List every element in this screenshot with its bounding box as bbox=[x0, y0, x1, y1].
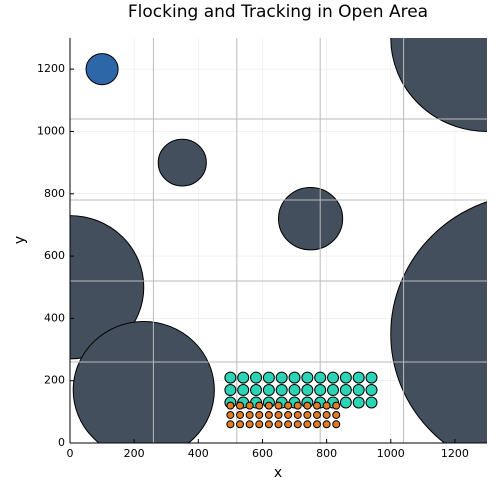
agent bbox=[255, 420, 264, 429]
agent bbox=[322, 410, 331, 419]
agent bbox=[312, 401, 321, 410]
agent bbox=[224, 371, 237, 384]
agent bbox=[303, 420, 312, 429]
agent bbox=[284, 420, 293, 429]
x-tick-label: 1200 bbox=[441, 447, 469, 460]
agent bbox=[322, 420, 331, 429]
agent bbox=[314, 384, 327, 397]
x-tick-label: 400 bbox=[188, 447, 209, 460]
y-tick-label: 0 bbox=[58, 436, 65, 449]
agent bbox=[339, 371, 352, 384]
agent bbox=[332, 410, 341, 419]
obstacle bbox=[85, 53, 119, 86]
agent bbox=[288, 371, 301, 384]
agent bbox=[327, 371, 340, 384]
obstacle bbox=[70, 215, 145, 360]
obstacle bbox=[72, 321, 215, 443]
agent bbox=[245, 401, 254, 410]
agent bbox=[264, 420, 273, 429]
obstacle bbox=[390, 38, 487, 132]
agent bbox=[301, 384, 314, 397]
agent bbox=[352, 371, 365, 384]
agent bbox=[365, 396, 378, 409]
agent bbox=[255, 410, 264, 419]
agent bbox=[250, 371, 263, 384]
y-tick-label: 600 bbox=[44, 249, 65, 262]
agent bbox=[301, 371, 314, 384]
agent bbox=[293, 410, 302, 419]
agent bbox=[365, 384, 378, 397]
agent bbox=[236, 401, 245, 410]
agent bbox=[245, 410, 254, 419]
agent bbox=[264, 401, 273, 410]
agent bbox=[312, 420, 321, 429]
agent bbox=[322, 401, 331, 410]
agent bbox=[274, 401, 283, 410]
y-tick-label: 400 bbox=[44, 311, 65, 324]
agent bbox=[250, 384, 263, 397]
agent bbox=[224, 384, 237, 397]
agent bbox=[332, 401, 341, 410]
agent bbox=[293, 401, 302, 410]
y-tick-label: 800 bbox=[44, 187, 65, 200]
agent bbox=[226, 401, 235, 410]
agent bbox=[352, 384, 365, 397]
obstacle bbox=[390, 201, 487, 443]
x-axis-label: x bbox=[274, 465, 282, 481]
x-tick-label: 200 bbox=[124, 447, 145, 460]
x-tick-label: 1000 bbox=[377, 447, 405, 460]
agent bbox=[262, 384, 275, 397]
agent bbox=[236, 420, 245, 429]
x-tick-label: 0 bbox=[67, 447, 74, 460]
agent bbox=[275, 384, 288, 397]
x-tick-label: 600 bbox=[252, 447, 273, 460]
agent bbox=[339, 396, 352, 409]
agent bbox=[274, 410, 283, 419]
agent bbox=[312, 410, 321, 419]
agent bbox=[339, 384, 352, 397]
agent bbox=[293, 420, 302, 429]
obstacle bbox=[157, 138, 207, 187]
y-tick-label: 200 bbox=[44, 374, 65, 387]
agent bbox=[303, 401, 312, 410]
agent bbox=[303, 410, 312, 419]
agent bbox=[352, 396, 365, 409]
agent bbox=[284, 410, 293, 419]
agent bbox=[262, 371, 275, 384]
agent bbox=[237, 371, 250, 384]
y-tick-label: 1200 bbox=[37, 62, 65, 75]
agent bbox=[365, 371, 378, 384]
chart-title: Flocking and Tracking in Open Area bbox=[128, 2, 428, 22]
agent bbox=[284, 401, 293, 410]
agent bbox=[332, 420, 341, 429]
y-tick-label: 1000 bbox=[37, 124, 65, 137]
y-axis-label: y bbox=[12, 236, 28, 244]
obstacle bbox=[278, 187, 344, 251]
agent bbox=[274, 420, 283, 429]
agent bbox=[288, 384, 301, 397]
agent bbox=[264, 410, 273, 419]
agent bbox=[245, 420, 254, 429]
agent bbox=[275, 371, 288, 384]
x-tick-label: 800 bbox=[316, 447, 337, 460]
agent bbox=[226, 410, 235, 419]
agent bbox=[236, 410, 245, 419]
agent bbox=[255, 401, 264, 410]
agent bbox=[327, 384, 340, 397]
agent bbox=[237, 384, 250, 397]
agent bbox=[314, 371, 327, 384]
plot-area bbox=[70, 38, 487, 443]
agent bbox=[226, 420, 235, 429]
